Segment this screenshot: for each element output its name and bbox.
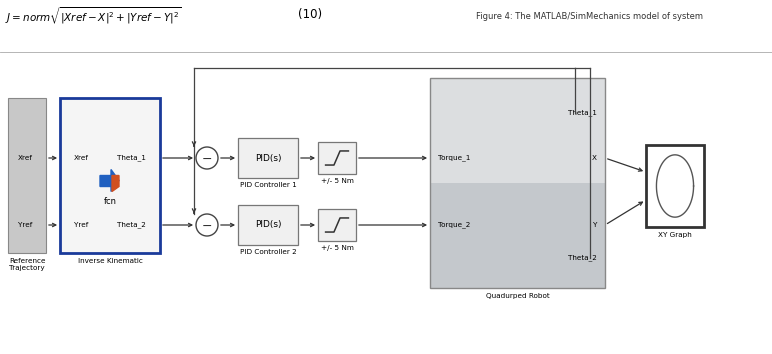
Text: Y: Y xyxy=(593,222,597,228)
Bar xyxy=(430,183,605,288)
Text: (10): (10) xyxy=(298,8,322,21)
Text: Yref: Yref xyxy=(74,222,88,228)
Circle shape xyxy=(196,147,218,169)
Text: Reference
Trajectory: Reference Trajectory xyxy=(8,258,46,271)
Text: Theta_1: Theta_1 xyxy=(568,110,597,116)
Text: PID Controller 2: PID Controller 2 xyxy=(239,249,296,255)
Bar xyxy=(646,145,704,227)
Text: Theta_1: Theta_1 xyxy=(117,155,146,161)
Polygon shape xyxy=(112,176,119,192)
Text: PID Controller 1: PID Controller 1 xyxy=(239,182,296,188)
Text: −: − xyxy=(201,153,212,166)
Polygon shape xyxy=(100,170,119,192)
Text: Quadurped Robot: Quadurped Robot xyxy=(486,293,550,299)
Text: Theta_2: Theta_2 xyxy=(568,255,597,261)
Text: $\it{J = norm}$$\sqrt{|Xref-X|^2+|Yref-Y|^2}$: $\it{J = norm}$$\sqrt{|Xref-X|^2+|Yref-Y… xyxy=(5,5,181,26)
Bar xyxy=(238,138,298,178)
Text: PID(s): PID(s) xyxy=(255,154,281,162)
Text: −: − xyxy=(201,220,212,233)
Text: Torque_1: Torque_1 xyxy=(438,155,470,161)
Text: XY Graph: XY Graph xyxy=(658,232,692,238)
Text: fcn: fcn xyxy=(103,198,117,206)
Bar xyxy=(238,205,298,245)
Text: X: X xyxy=(592,155,597,161)
Circle shape xyxy=(196,214,218,236)
Text: PID(s): PID(s) xyxy=(255,221,281,229)
Bar xyxy=(318,209,356,241)
Text: +/- 5 Nm: +/- 5 Nm xyxy=(320,178,354,184)
Text: Yref: Yref xyxy=(18,222,32,228)
Bar xyxy=(60,98,160,253)
Bar xyxy=(430,78,605,183)
Text: Figure 4: The MATLAB/SimMechanics model of system: Figure 4: The MATLAB/SimMechanics model … xyxy=(476,12,703,21)
Bar xyxy=(318,142,356,174)
Text: Theta_2: Theta_2 xyxy=(117,222,146,228)
Text: Xref: Xref xyxy=(18,155,32,161)
Text: Inverse Kinematic: Inverse Kinematic xyxy=(77,258,143,264)
Bar xyxy=(430,78,605,288)
Text: Xref: Xref xyxy=(74,155,89,161)
Text: +/- 5 Nm: +/- 5 Nm xyxy=(320,245,354,251)
Bar xyxy=(8,98,46,253)
Text: Torque_2: Torque_2 xyxy=(438,222,470,228)
